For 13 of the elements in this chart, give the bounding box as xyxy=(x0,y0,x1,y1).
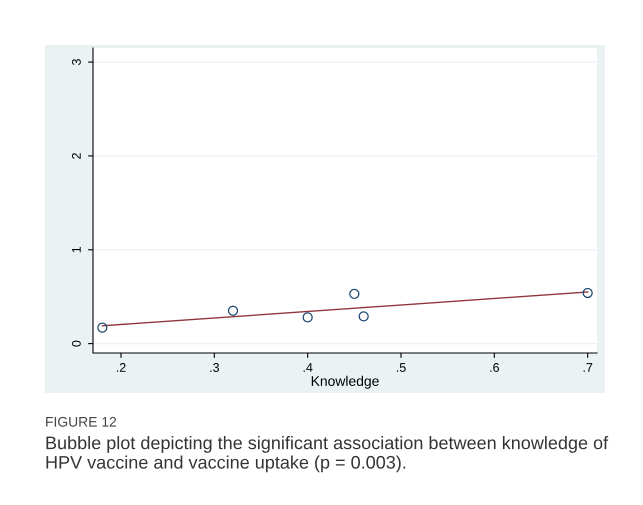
x-tick-label: .6 xyxy=(490,363,499,372)
caption: FIGURE 12 xyxy=(46,416,116,427)
x-axis-title: Knowledge xyxy=(312,376,379,389)
y-tick-label: 2 xyxy=(72,153,81,159)
x-tick-label: .4 xyxy=(304,363,313,372)
y-tick-label: 3 xyxy=(72,59,81,66)
x-tick-label: .5 xyxy=(396,363,406,372)
x-tick-label: .3 xyxy=(210,363,219,372)
x-tick-label: .7 xyxy=(584,363,592,372)
y-tick-label: 1 xyxy=(72,246,81,252)
y-tick-label: 0 xyxy=(72,340,81,347)
text: Bubble plot depicting the significant association between knowledge of HPV vaccine and vaccine uptake (p = 0.003). xyxy=(46,436,608,472)
x-tick-label: .2 xyxy=(116,363,126,372)
